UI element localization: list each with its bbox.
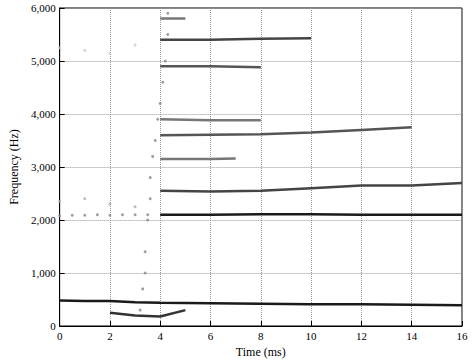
svg-text:6: 6: [208, 330, 214, 342]
svg-text:12: 12: [356, 330, 367, 342]
svg-text:4: 4: [157, 330, 163, 342]
svg-text:Time (ms): Time (ms): [236, 345, 286, 359]
svg-text:0: 0: [50, 320, 56, 332]
svg-text:4,000: 4,000: [31, 108, 56, 120]
svg-text:5,000: 5,000: [31, 55, 56, 67]
svg-text:2: 2: [107, 330, 113, 342]
svg-text:10: 10: [306, 330, 318, 342]
svg-text:14: 14: [406, 330, 418, 342]
svg-text:0: 0: [57, 330, 63, 342]
svg-text:1,000: 1,000: [31, 267, 56, 279]
svg-text:8: 8: [258, 330, 264, 342]
svg-text:Frequency (Hz): Frequency (Hz): [7, 129, 21, 205]
svg-text:16: 16: [457, 330, 469, 342]
svg-text:3,000: 3,000: [31, 161, 56, 173]
svg-text:2,000: 2,000: [31, 214, 56, 226]
svg-text:6,000: 6,000: [31, 2, 56, 14]
